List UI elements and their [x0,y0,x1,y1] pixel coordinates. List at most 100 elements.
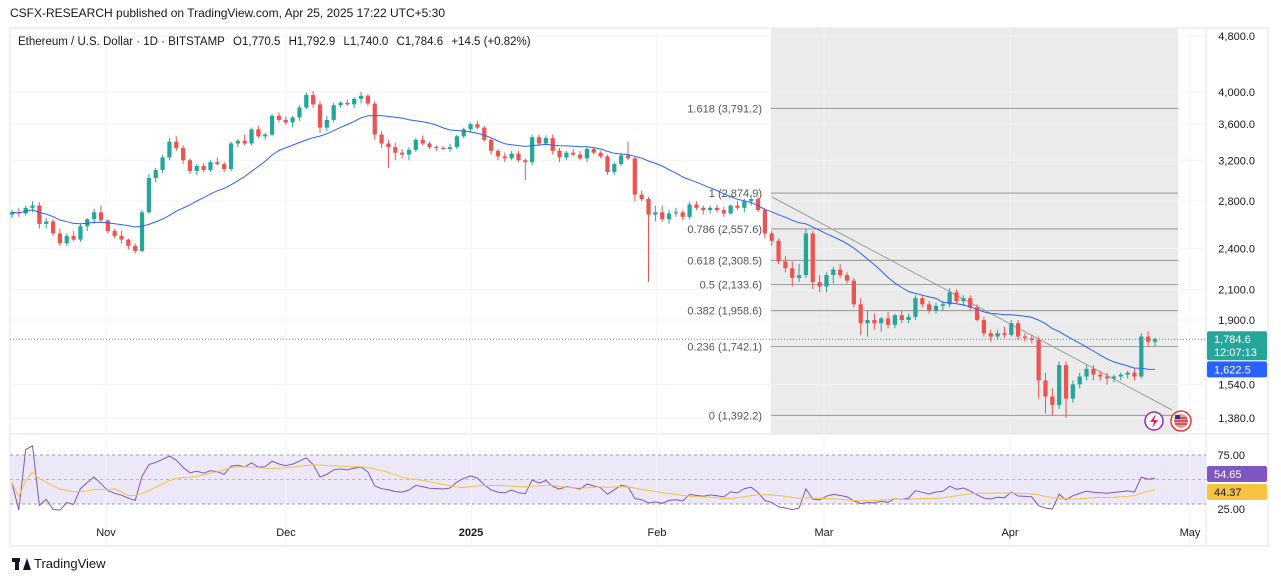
candle-body [666,213,672,220]
candle-body [194,166,199,171]
price-tick-label: 3,600.0 [1218,119,1255,131]
candle-body [1057,365,1062,405]
rsi-ma-badge [1207,484,1267,500]
candle-body [865,320,870,324]
candle-body [1118,374,1123,377]
candle-body [872,320,877,324]
candle-body [817,282,822,287]
candle-body [187,160,193,171]
fib-label: 0.786 (2,557.6) [687,224,762,236]
candle-body [242,140,247,144]
candle-body [400,152,405,155]
candle-body [851,280,856,305]
candle-body [468,124,473,130]
candle-body [680,212,685,217]
price-tick-label: 2,400.0 [1218,243,1255,255]
candle-body [694,204,699,208]
candle-body [714,207,720,211]
candle-body [612,164,617,172]
candle-body [352,98,357,105]
candle-body [269,115,275,135]
candle-body [735,205,740,208]
candle-body [954,292,959,302]
candle-body [427,143,432,148]
candle-body [1036,339,1041,381]
candle-body [1022,336,1028,339]
candle-body [940,304,945,306]
candle-body [1104,376,1110,379]
candle-body [167,141,172,158]
candle-body [933,305,939,311]
candle-body [577,154,583,159]
candle-body [413,139,418,150]
candle-body [126,239,131,246]
time-tick-label: Apr [1001,527,1018,539]
flash-glyph-icon [1150,414,1158,428]
candle-body [824,275,829,287]
candle-body [1029,338,1034,340]
tradingview-logo-icon [12,557,31,570]
candle-body [1070,384,1075,399]
rsi-value-badge [1207,466,1267,482]
time-axis[interactable]: Nov Dec 2025 Feb Mar Apr May [96,527,1201,539]
candle-body [707,207,713,211]
symbol-legend: Ethereum / U.S. Dollar · 1D · BITSTAMP O… [18,36,536,48]
candle-body [1009,323,1014,335]
candle-body [755,198,761,211]
candle-body [906,316,911,321]
candle-body [174,141,179,149]
price-tick-label: 4,800.0 [1218,31,1255,43]
candle-body [516,153,521,161]
candle-body [749,198,754,202]
candle-body [1084,368,1089,377]
price-tick-label: 2,100.0 [1218,284,1255,296]
candle-body [509,153,514,159]
fib-label: 0.382 (1,958.6) [687,306,762,318]
time-tick-label: Mar [815,527,834,539]
candle-body [947,292,952,305]
candle-body [892,315,898,325]
candle-body [1125,372,1130,375]
time-tick-label: Feb [648,527,667,539]
candle-body [30,205,35,208]
fib-label: 0 (1,392.2) [709,410,762,422]
candle-body [98,212,104,221]
current-price-badge [1207,331,1267,361]
time-tick-label: Dec [276,527,296,539]
price-badges: 1,784.612:07:13 1,622.5 54.65 44.37 [1207,331,1267,500]
event-icons[interactable] [1144,410,1192,432]
candle-body [769,233,774,241]
price-tick-label: 1,380.0 [1218,413,1255,425]
candle-body [358,95,364,99]
candle-body [372,103,377,135]
price-axis[interactable]: 4,800.0 4,000.0 3,600.0 3,200.0 2,800.0 2,400… [1217,31,1255,516]
candle-body [1139,336,1144,377]
candle-body [783,261,788,269]
candle-body [1146,336,1151,342]
time-tick-label: May [1180,527,1201,539]
candle-body [290,117,295,123]
candle-body [92,212,97,220]
candle-body [235,140,240,144]
candle-body [441,148,446,150]
candle-body [263,134,268,137]
candle-body [345,102,350,105]
candle-body [742,201,747,208]
candle-body [1098,374,1103,377]
candle-body [201,166,206,170]
candle-body [112,231,117,236]
candle-body [1111,376,1117,379]
candle-body [927,304,932,311]
rsi-ma-badge-text: 44.37 [1214,487,1242,499]
candle-body [146,177,152,213]
candle-body [844,275,850,281]
tradingview-brand: TradingView [34,556,106,571]
candle-body [968,298,973,308]
candle-body [9,212,15,215]
candle-body [78,226,83,240]
candle-body [324,119,329,128]
fib-label: 1 (2,874.9) [709,188,762,200]
rsi-ma-polyline [11,464,1156,502]
tradingview-logo[interactable]: TradingView [12,556,106,571]
